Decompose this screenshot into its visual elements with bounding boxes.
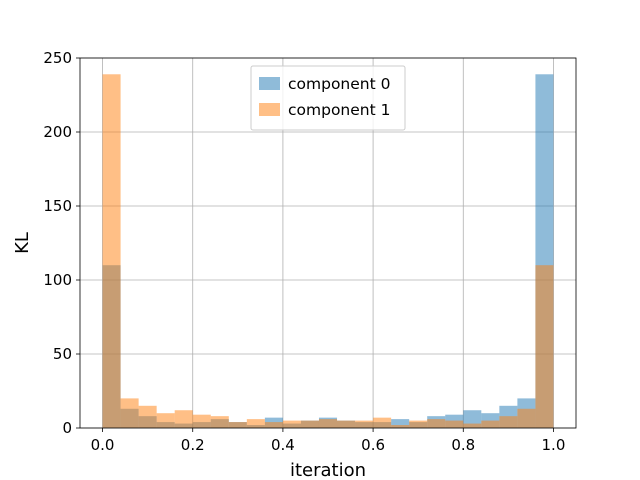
histogram-bar [156,413,175,428]
histogram-bar [391,425,410,428]
y-tick-label: 200 [43,123,72,141]
histogram-bar [120,398,139,428]
histogram-bar [391,419,410,428]
series-1-bars [102,74,554,428]
x-axis-label: iteration [290,460,366,480]
histogram-bar [427,419,446,428]
y-tick-label: 250 [43,49,72,67]
histogram-bar [300,420,319,428]
y-axis-label: KL [12,232,33,254]
legend-entry-label: component 0 [288,75,390,93]
x-tick-label: 0.8 [451,436,475,454]
legend: component 0 component 1 [250,65,406,131]
legend-swatch [259,103,280,116]
histogram-bar [445,420,464,428]
histogram-bar [192,414,211,428]
histogram-bar [102,74,121,428]
histogram-bar [264,422,283,428]
legend-entry-label: component 1 [288,101,390,119]
histogram-bar [138,405,157,428]
y-tick-label: 0 [62,419,72,437]
y-tick-label: 100 [43,271,72,289]
x-tick-label: 0.2 [181,436,205,454]
histogram-bar [373,417,392,428]
histogram-bar [228,422,247,428]
histogram-bar [499,416,518,428]
histogram-bar [535,265,554,428]
histogram-bar [481,420,500,428]
histogram-bar [282,420,301,428]
y-axis-ticks: 0 50 100 150 200 250 [43,49,80,437]
histogram-bar [210,416,229,428]
x-tick-label: 1.0 [542,436,566,454]
x-tick-label: 0.4 [271,436,295,454]
histogram-bar [337,420,356,428]
histogram-bar [246,419,265,428]
x-axis-ticks: 0.0 0.2 0.4 0.6 0.8 1.0 [91,428,566,454]
histogram-bar [174,410,193,428]
histogram-bar [355,420,374,428]
histogram-bar [517,408,536,428]
legend-frame [250,65,406,131]
y-tick-label: 50 [53,345,72,363]
x-tick-label: 0.0 [91,436,115,454]
histogram-bars [102,74,554,428]
histogram-bar [318,419,338,428]
x-tick-label: 0.6 [361,436,385,454]
y-tick-label: 150 [43,197,72,215]
legend-swatch [259,77,280,90]
plot-frame [79,57,577,429]
histogram-bar [409,420,428,428]
histogram-bar [463,423,482,428]
